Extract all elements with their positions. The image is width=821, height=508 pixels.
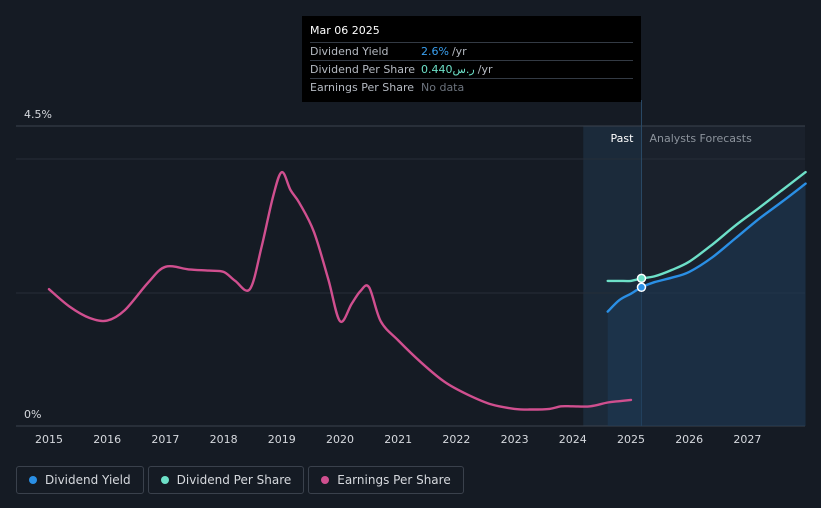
earnings-per-share-line — [47, 170, 633, 411]
past-label: Past — [611, 132, 635, 145]
x-tick-label: 2017 — [151, 433, 179, 446]
x-tick-label: 2026 — [675, 433, 703, 446]
tooltip-value: 0.440ر.س — [421, 63, 475, 76]
legend-dot-icon — [29, 476, 37, 484]
x-tick-label: 2018 — [210, 433, 238, 446]
tooltip-label: Dividend Per Share — [310, 63, 416, 76]
dividend-yield-marker — [636, 282, 647, 293]
chart-legend: Dividend Yield Dividend Per Share Earnin… — [16, 466, 464, 494]
legend-item-earnings-per-share[interactable]: Earnings Per Share — [308, 466, 464, 494]
tooltip-unit: /yr — [451, 45, 467, 58]
chart-tooltip: Mar 06 2025 Dividend Yield 2.6% /yr Divi… — [302, 16, 641, 102]
legend-label: Dividend Yield — [45, 473, 131, 487]
tooltip-date: Mar 06 2025 — [310, 24, 380, 37]
x-tick-label: 2027 — [733, 433, 761, 446]
y-axis-bottom-label: 0% — [24, 408, 41, 421]
legend-item-dividend-yield[interactable]: Dividend Yield — [16, 466, 144, 494]
legend-item-dividend-per-share[interactable]: Dividend Per Share — [147, 466, 305, 494]
x-tick-label: 2023 — [501, 433, 529, 446]
tooltip-unit: /yr — [477, 63, 493, 76]
x-tick-label: 2022 — [442, 433, 470, 446]
tooltip-row-earnings-per-share: Earnings Per Share No data — [310, 78, 633, 96]
dividend-per-share-marker — [636, 273, 647, 284]
tooltip-label: Dividend Yield — [310, 45, 389, 58]
x-tick-label: 2019 — [268, 433, 296, 446]
dividend-yield-line — [606, 182, 807, 313]
x-tick-label: 2024 — [559, 433, 587, 446]
x-tick-label: 2021 — [384, 433, 412, 446]
dividend-yield-area — [607, 183, 806, 426]
tooltip-value: No data — [421, 81, 465, 94]
tooltip-row-dividend-per-share: Dividend Per Share 0.440ر.س /yr — [310, 60, 633, 78]
forecast-label: Analysts Forecasts — [649, 132, 752, 145]
legend-dot-icon — [160, 476, 169, 484]
legend-dot-icon — [321, 476, 330, 484]
tooltip-row-dividend-yield: Dividend Yield 2.6% /yr — [310, 42, 633, 60]
x-tick-label: 2015 — [35, 433, 63, 446]
legend-label: Earnings Per Share — [337, 473, 451, 487]
tooltip-value: 2.6% — [421, 45, 449, 58]
x-tick-label: 2016 — [93, 433, 121, 446]
tooltip-label: Earnings Per Share — [310, 81, 415, 94]
y-axis-top-label: 4.5% — [24, 108, 52, 121]
x-tick-label: 2025 — [617, 433, 645, 446]
legend-label: Dividend Per Share — [176, 473, 292, 487]
x-tick-label: 2020 — [326, 433, 354, 446]
dividend-per-share-line — [606, 170, 807, 283]
